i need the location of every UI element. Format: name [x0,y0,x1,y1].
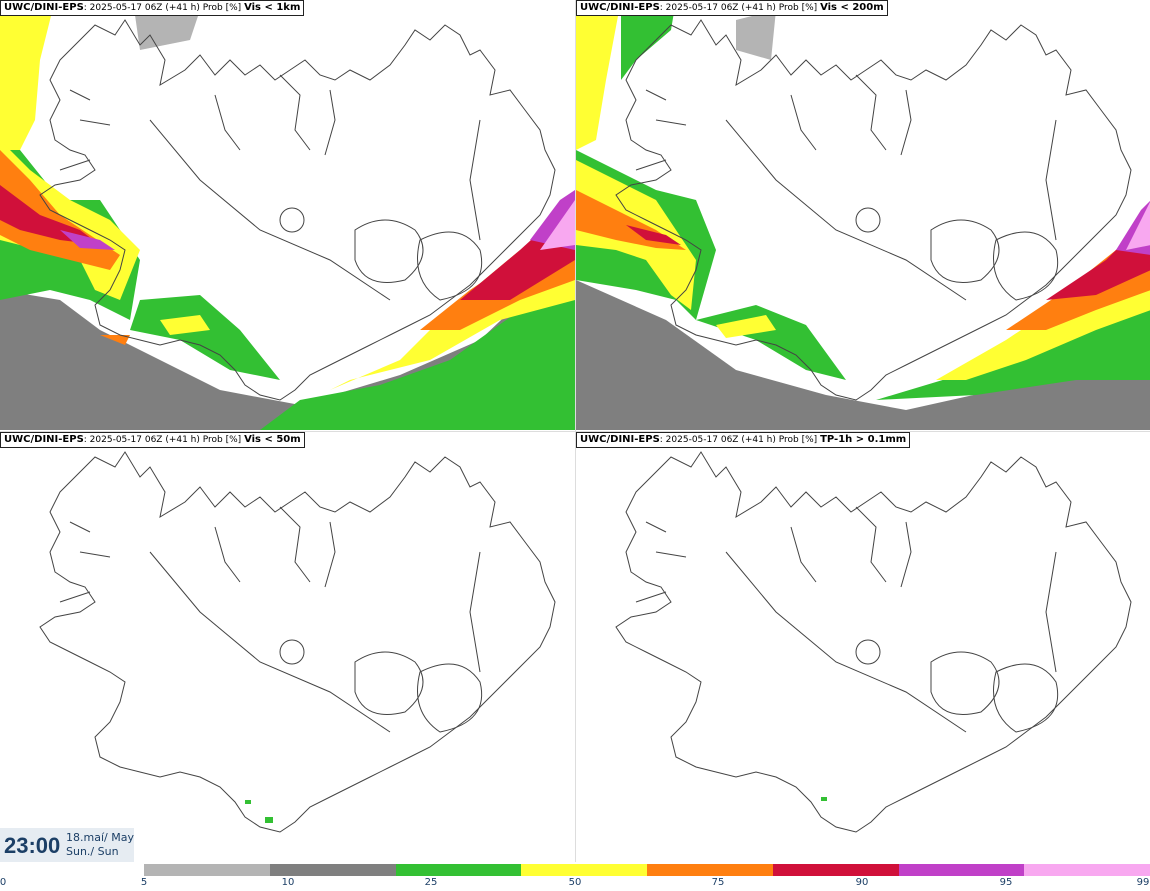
legend-swatch [521,864,647,876]
legend-tick-label: 99 [1136,877,1150,888]
valid-time-box: 23:00 18.maí/ May Sun./ Sun [0,828,134,862]
panel-title: UWC/DINI-EPS: 2025-05-17 06Z (+41 h) Pro… [0,432,305,448]
legend-swatch [898,864,1025,876]
legend-swatch [395,864,522,876]
color-legend [144,864,1150,876]
valid-date: 18.maí/ May Sun./ Sun [66,831,134,859]
map-panel-vis-50m: UWC/DINI-EPS: 2025-05-17 06Z (+41 h) Pro… [0,432,575,862]
probability-map [0,432,575,862]
legend-tick-label: 75 [711,877,725,888]
panel-title: UWC/DINI-EPS: 2025-05-17 06Z (+41 h) Pro… [0,0,305,16]
probability-map [0,0,575,430]
legend-tick-label: 95 [999,877,1013,888]
valid-time: 23:00 [4,833,61,858]
legend-tick-label: 90 [855,877,869,888]
legend-swatch [144,864,270,876]
probability-map [576,0,1150,430]
map-panel-vis-1km: UWC/DINI-EPS: 2025-05-17 06Z (+41 h) Pro… [0,0,575,430]
legend-swatch [1024,864,1150,876]
legend-tick-label: 10 [281,877,295,888]
panel-title: UWC/DINI-EPS: 2025-05-17 06Z (+41 h) Pro… [576,432,911,448]
legend-swatch [772,864,899,876]
legend-tick-label: 0 [0,877,7,888]
legend-ticks: 0 5 10 25 50 75 90 95 99 [0,877,1150,891]
legend-tick-label: 50 [568,877,582,888]
probability-map [576,432,1150,862]
panel-divider [0,431,1150,432]
legend-tick-label: 5 [140,877,148,888]
map-panel-tp-1h: UWC/DINI-EPS: 2025-05-17 06Z (+41 h) Pro… [576,432,1150,862]
legend-tick-label: 25 [424,877,438,888]
map-panel-vis-200m: UWC/DINI-EPS: 2025-05-17 06Z (+41 h) Pro… [576,0,1150,430]
valid-day-text: Sun./ Sun [66,845,119,858]
legend-swatch [269,864,396,876]
legend-swatch [647,864,773,876]
valid-date-text: 18.maí/ May [66,831,134,844]
panel-title: UWC/DINI-EPS: 2025-05-17 06Z (+41 h) Pro… [576,0,888,16]
